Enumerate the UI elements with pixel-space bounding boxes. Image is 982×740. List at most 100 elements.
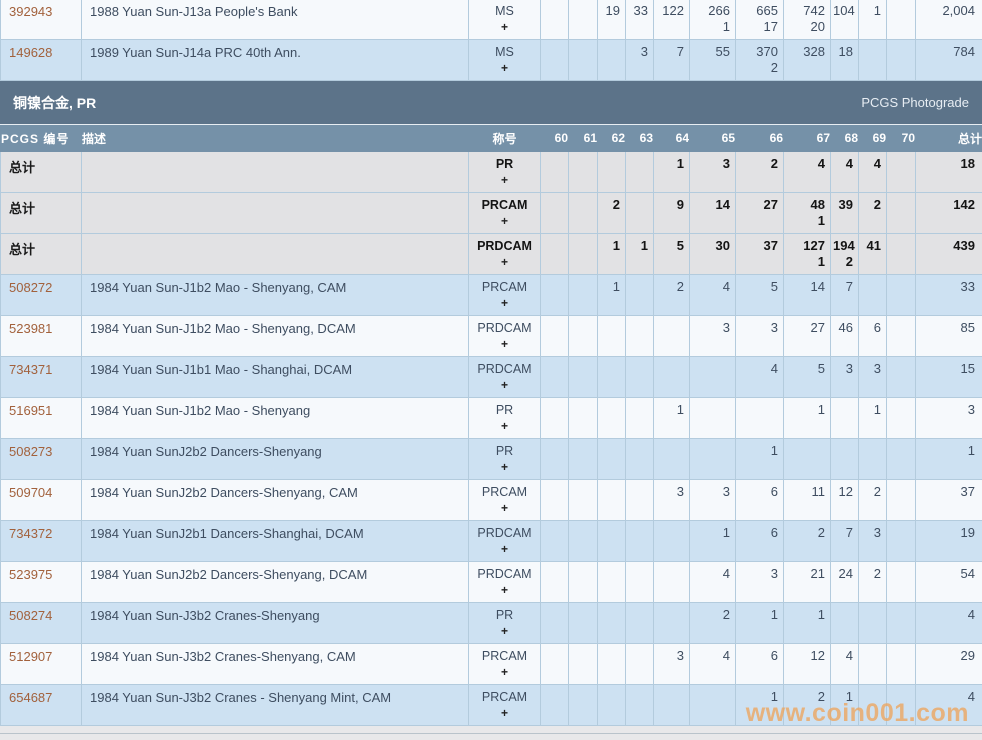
grade-count — [656, 689, 684, 705]
grade-count: 1 — [770, 689, 778, 704]
grade-plus-count — [628, 459, 648, 475]
pcgs-number-link[interactable]: 508274 — [9, 608, 53, 623]
pcgs-number-link[interactable]: 392943 — [9, 4, 53, 19]
grade-count: 9 — [676, 197, 684, 212]
grade-66-count-cell: 1 — [735, 684, 784, 726]
grade-64-count-cell: 1 — [653, 397, 690, 439]
grade-plus-count — [738, 213, 778, 229]
grade-count: 4 — [722, 648, 730, 663]
grade-plus-count — [656, 664, 684, 680]
grade-count: 12 — [810, 648, 825, 663]
grade-plus-count: 1 — [817, 213, 825, 228]
grade-plus-count — [656, 295, 684, 311]
grade-count: 6 — [770, 648, 778, 663]
grade-count: 2 — [873, 197, 881, 212]
grade-64-count-cell — [653, 602, 690, 644]
grade-65-count-cell: 14 — [689, 192, 736, 234]
row-total-value: 37 — [960, 484, 975, 499]
grade-68-count-cell: 1 — [830, 684, 859, 726]
plus-label: + — [500, 173, 508, 187]
grade-count: 1 — [873, 402, 881, 417]
grade-60-count-cell — [540, 356, 569, 398]
grade-plus-count — [656, 377, 684, 393]
grade-plus-count — [543, 500, 563, 516]
grade-count: 127 — [803, 238, 825, 253]
designation-label: PRCAM — [481, 485, 528, 499]
pcgs-number-link[interactable]: 508273 — [9, 444, 53, 459]
grade-67-count-cell: 12 — [783, 643, 831, 685]
grade-plus-count — [628, 19, 648, 35]
grade-plus-count — [889, 418, 910, 434]
grade-count — [543, 279, 563, 295]
grade-count — [600, 44, 620, 60]
grade-69-count-cell: 2 — [858, 479, 887, 521]
grade-count — [543, 648, 563, 664]
grade-plus-count — [861, 500, 881, 516]
grade-plus-count — [738, 295, 778, 311]
grade-count: 4 — [770, 361, 778, 376]
grade-plus-count — [861, 336, 881, 352]
designation-cell: PRDCAM + — [468, 356, 541, 398]
grade-plus-count — [889, 295, 910, 311]
pcgs-number-link[interactable]: 734372 — [9, 526, 53, 541]
pcgs-number-link[interactable]: 734371 — [9, 362, 53, 377]
grade-count — [600, 156, 620, 172]
grade-70-count-cell — [886, 0, 916, 40]
designation-cell: PRDCAM + — [468, 520, 541, 562]
grade-60-count-cell — [540, 39, 569, 81]
grade-63-count-cell: 3 — [625, 39, 654, 81]
grade-67-count-cell: 2 — [783, 684, 831, 726]
grade-plus-count — [628, 377, 648, 393]
grade-plus-count — [692, 705, 730, 721]
grade-plus-count — [628, 295, 648, 311]
grade-62-count-cell — [597, 315, 626, 357]
grade-count: 1 — [640, 238, 648, 253]
pcgs-number-link[interactable]: 523975 — [9, 567, 53, 582]
grade-68-count-cell: 24 — [830, 561, 859, 603]
column-header-grade-64: 64 — [653, 124, 690, 152]
pcgs-number-link[interactable]: 516951 — [9, 403, 53, 418]
grade-plus-count — [889, 377, 910, 393]
pcgs-number-link[interactable]: 508272 — [9, 280, 53, 295]
grade-count — [543, 361, 563, 377]
totals-row: 总计 PRCAM +2 9 14 27 48 1 39 2 142 — [0, 192, 982, 234]
grade-66-count-cell: 3 — [735, 561, 784, 603]
row-total-value: 3 — [967, 402, 975, 417]
grade-count — [571, 279, 592, 295]
grade-63-count-cell — [625, 356, 654, 398]
grade-70-count-cell — [886, 356, 916, 398]
grade-61-count-cell — [568, 315, 598, 357]
grade-62-count-cell — [597, 643, 626, 685]
grade-plus-count — [628, 60, 648, 76]
grade-count — [571, 402, 592, 418]
grade-63-count-cell — [625, 192, 654, 234]
grade-plus-count — [861, 418, 881, 434]
pcgs-number-link[interactable]: 523981 — [9, 321, 53, 336]
pcgs-number-link[interactable]: 512907 — [9, 649, 53, 664]
grade-plus-count — [600, 623, 620, 639]
grade-70-count-cell — [886, 151, 916, 193]
grade-63-count-cell — [625, 643, 654, 685]
designation-label: PR — [495, 444, 514, 458]
grade-count — [628, 402, 648, 418]
grade-plus-count — [600, 377, 620, 393]
grade-65-count-cell: 3 — [689, 479, 736, 521]
description-cell: 1984 Yuan Sun-J1b1 Mao - Shanghai, DCAM — [81, 356, 469, 398]
pcgs-number-cell: 734371 — [0, 356, 82, 398]
grade-plus-count — [571, 459, 592, 475]
grade-62-count-cell — [597, 520, 626, 562]
grade-plus-count — [656, 418, 684, 434]
grade-plus-count — [543, 459, 563, 475]
grade-plus-count — [600, 418, 620, 434]
grade-plus-count — [571, 623, 592, 639]
grade-plus-count — [889, 336, 910, 352]
photograde-link[interactable]: PCGS Photograde — [861, 95, 969, 110]
grade-plus-count — [861, 664, 881, 680]
column-header-total: 总计 — [915, 124, 982, 152]
pcgs-number-link[interactable]: 654687 — [9, 690, 53, 705]
pcgs-number-link[interactable]: 509704 — [9, 485, 53, 500]
pcgs-number-link[interactable]: 149628 — [9, 45, 53, 60]
description-cell: 1984 Yuan Sun-J1b2 Mao - Shenyang, DCAM — [81, 315, 469, 357]
grade-count — [889, 525, 910, 541]
row-total-value: 784 — [953, 44, 975, 59]
